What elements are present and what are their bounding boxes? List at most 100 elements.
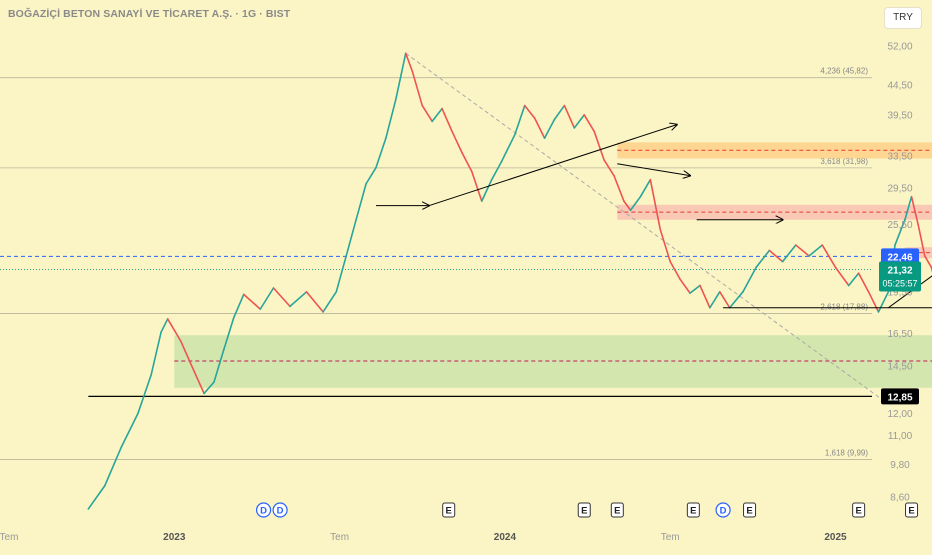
price-segment [718, 291, 731, 309]
price-segment [233, 293, 245, 319]
price-segment [917, 223, 926, 257]
price-segment [867, 291, 880, 313]
price-segment [471, 170, 483, 202]
price-segment [431, 107, 443, 123]
price-segment [203, 381, 215, 395]
y-tick-label: 9,80 [890, 460, 910, 471]
currency-button[interactable]: TRY [884, 7, 922, 29]
earnings-marker[interactable]: E [743, 502, 757, 518]
dividend-marker[interactable]: D [272, 502, 288, 518]
price-segment [365, 166, 377, 185]
price-segment [649, 178, 662, 231]
price-segment [411, 70, 424, 107]
y-tick-label: 44,50 [887, 81, 912, 92]
price-segment [272, 287, 291, 308]
drawing-arrow[interactable] [617, 163, 690, 176]
price-segment [583, 114, 595, 133]
x-tick-label: 2025 [824, 532, 847, 543]
price-segment [573, 114, 586, 129]
y-tick-label: 16,50 [887, 329, 912, 340]
earnings-marker[interactable]: E [686, 502, 700, 518]
price-segment [523, 104, 536, 119]
price-segment [480, 178, 493, 202]
y-tick-label: 52,00 [887, 42, 912, 53]
price-segment [613, 174, 625, 202]
price-segment [385, 98, 397, 139]
price-segment [322, 291, 338, 313]
price-segment [742, 266, 757, 293]
fib-label: 4,236 (45,82) [820, 67, 868, 76]
price-segment [514, 104, 526, 136]
earnings-icon [577, 502, 591, 518]
x-tick-label: Tem [330, 532, 349, 543]
zone-box[interactable] [174, 335, 932, 388]
event-label: E [446, 506, 452, 517]
price-segment [669, 260, 681, 281]
price-segment [679, 278, 691, 294]
price-segment [709, 291, 721, 309]
price-segment [639, 178, 652, 198]
price-segment [500, 133, 516, 163]
y-tick-label: 39,50 [887, 110, 912, 121]
event-label: E [690, 506, 696, 517]
price-segment [223, 316, 235, 351]
price-segment [699, 284, 711, 309]
dividend-marker[interactable]: D [715, 502, 731, 518]
price-segment [104, 446, 123, 487]
event-label: E [614, 506, 620, 517]
fib-label: 1,618 (9,99) [825, 448, 868, 457]
earnings-marker[interactable]: E [905, 502, 919, 518]
dividend-marker[interactable]: D [255, 502, 272, 518]
countdown-text: 05:25:57 [882, 278, 917, 288]
price-segment [728, 291, 744, 309]
price-segment [877, 291, 890, 313]
price-segment [461, 151, 473, 173]
earnings-marker[interactable]: E [610, 502, 624, 518]
price-segment [623, 200, 632, 212]
y-tick-label: 19,50 [887, 287, 912, 298]
price-segment [335, 255, 348, 293]
symbol-title[interactable]: BOĞAZİÇİ BETON SANAYİ VE TİCARET A.Ş. · … [8, 8, 291, 20]
price-segment [120, 412, 139, 448]
price-segment [910, 195, 919, 226]
price-badge[interactable] [881, 388, 919, 405]
earnings-icon [852, 502, 866, 518]
price-segment [659, 228, 672, 263]
last-price-badge[interactable] [879, 261, 921, 292]
price-segment [137, 374, 152, 415]
event-label: D [720, 506, 727, 517]
price-segment [160, 318, 169, 333]
y-tick-label: 11,00 [888, 431, 913, 442]
price-segment [421, 104, 433, 123]
price-segment [847, 272, 860, 287]
earnings-marker[interactable]: E [577, 502, 591, 518]
price-segment [259, 287, 275, 310]
dividend-icon [715, 502, 731, 518]
price-segment [629, 195, 642, 212]
earnings-marker[interactable]: E [852, 502, 866, 518]
price-segment [355, 183, 367, 221]
price-segment [821, 244, 837, 269]
event-label: E [855, 506, 861, 517]
price-segment [781, 244, 797, 263]
earnings-marker[interactable]: E [442, 502, 456, 518]
price-segment [543, 118, 556, 139]
price-segment [242, 293, 262, 310]
price-segment [404, 52, 414, 73]
price-segment [441, 107, 453, 133]
y-tick-label: 25,50 [887, 220, 912, 231]
last-price-text: 21,32 [887, 265, 912, 276]
earnings-icon [905, 502, 919, 518]
price-segment [904, 195, 913, 221]
fib-label: 2,618 (17,88) [820, 303, 868, 312]
price-segment [166, 318, 182, 343]
price-badge[interactable] [881, 248, 919, 265]
earnings-icon [686, 502, 700, 518]
price-segment [593, 130, 605, 161]
price-segment [305, 291, 324, 313]
earnings-icon [610, 502, 624, 518]
price-segment [553, 104, 566, 121]
fib-label: 3,618 (31,98) [820, 157, 868, 166]
drawing-arrow[interactable] [428, 125, 677, 207]
